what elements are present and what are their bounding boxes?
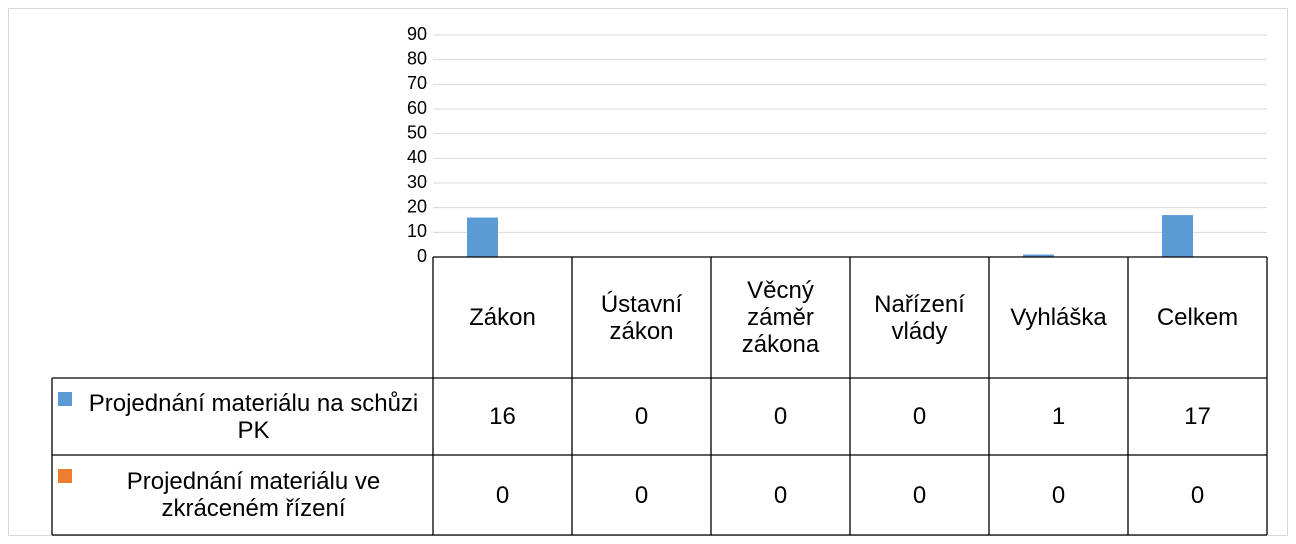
category-label: Věcný záměr zákona [741,277,820,358]
table-value: 1 [1051,403,1066,430]
table-value: 0 [495,481,510,509]
legend-cell: Projednání materiálu ve zkráceném řízení [52,455,433,535]
bar [1023,254,1054,257]
category-label: Zákon [469,304,536,331]
table-value: 16 [489,403,516,430]
table-value: 0 [1051,481,1066,509]
bar [1162,215,1193,257]
y-tick-label: 10 [407,221,427,241]
table-value: 17 [1184,403,1211,430]
y-tick-label: 30 [407,172,427,192]
y-tick-label: 70 [407,73,427,93]
y-tick-label: 80 [407,48,427,68]
legend-swatch [58,392,72,406]
table-value: 0 [912,403,927,430]
category-label: Celkem [1156,304,1239,331]
category-label: Ústavní zákon [600,290,683,345]
table-value: 0 [634,481,649,509]
table-value: 0 [634,403,649,430]
y-tick-label: 0 [417,246,427,266]
y-tick-label: 60 [407,98,427,118]
table-value: 0 [912,481,927,509]
legend-cell: Projednání materiálu na schůzi PK [52,378,433,455]
legend-swatch [58,469,72,483]
category-label: Vyhláška [1010,304,1107,331]
table-value: 0 [1190,481,1205,509]
table-value: 0 [773,481,788,509]
legend-label: Projednání materiálu na schůzi PK [88,389,419,444]
y-tick-label: 50 [407,122,427,142]
legend-label: Projednání materiálu ve zkráceném řízení [126,468,381,522]
category-label: Nařízení vlády [874,290,965,345]
y-tick-label: 90 [407,24,427,44]
bar [467,217,498,257]
y-tick-label: 40 [407,147,427,167]
table-value: 0 [773,403,788,430]
y-tick-label: 20 [407,196,427,216]
